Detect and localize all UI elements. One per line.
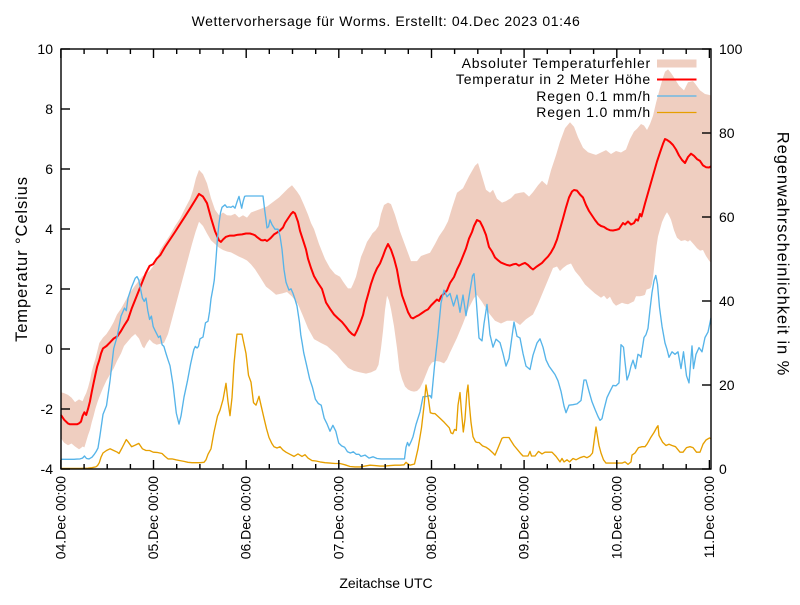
svg-text:07.Dec 00:00: 07.Dec 00:00: [330, 476, 346, 559]
svg-text:10.Dec 00:00: 10.Dec 00:00: [608, 476, 624, 559]
svg-text:Regen 0.1 mm/h: Regen 0.1 mm/h: [536, 88, 651, 104]
svg-text:Regenwahrscheinlichkeit in %: Regenwahrscheinlichkeit in %: [774, 132, 792, 376]
svg-text:-2: -2: [41, 401, 54, 417]
svg-text:Zeitachse UTC: Zeitachse UTC: [339, 575, 432, 591]
svg-text:60: 60: [719, 209, 735, 225]
svg-text:100: 100: [719, 41, 743, 57]
svg-text:Absoluter Temperaturfehler: Absoluter Temperaturfehler: [462, 55, 651, 71]
svg-text:06.Dec 00:00: 06.Dec 00:00: [238, 476, 254, 559]
svg-text:11.Dec 00:00: 11.Dec 00:00: [701, 476, 717, 558]
svg-text:20: 20: [719, 377, 735, 393]
svg-text:10: 10: [37, 41, 53, 57]
svg-text:09.Dec 00:00: 09.Dec 00:00: [516, 476, 532, 559]
svg-text:08.Dec 00:00: 08.Dec 00:00: [423, 476, 439, 559]
svg-text:05.Dec 00:00: 05.Dec 00:00: [145, 476, 161, 559]
svg-text:Temperatur °Celsius: Temperatur °Celsius: [13, 176, 31, 342]
svg-text:Wettervorhersage für Worms. Er: Wettervorhersage für Worms. Erstellt: 04…: [192, 13, 581, 29]
svg-text:2: 2: [45, 281, 53, 297]
svg-text:04.Dec 00:00: 04.Dec 00:00: [52, 476, 68, 559]
svg-text:6: 6: [45, 161, 53, 177]
svg-text:40: 40: [719, 293, 735, 309]
svg-text:0: 0: [45, 341, 53, 357]
svg-text:0: 0: [719, 461, 727, 477]
svg-text:4: 4: [45, 221, 53, 237]
svg-text:80: 80: [719, 125, 735, 141]
svg-text:Regen 1.0 mm/h: Regen 1.0 mm/h: [536, 104, 651, 120]
svg-text:8: 8: [45, 101, 53, 117]
svg-text:Temperatur in 2 Meter Höhe: Temperatur in 2 Meter Höhe: [456, 71, 651, 87]
svg-text:-4: -4: [41, 461, 54, 477]
